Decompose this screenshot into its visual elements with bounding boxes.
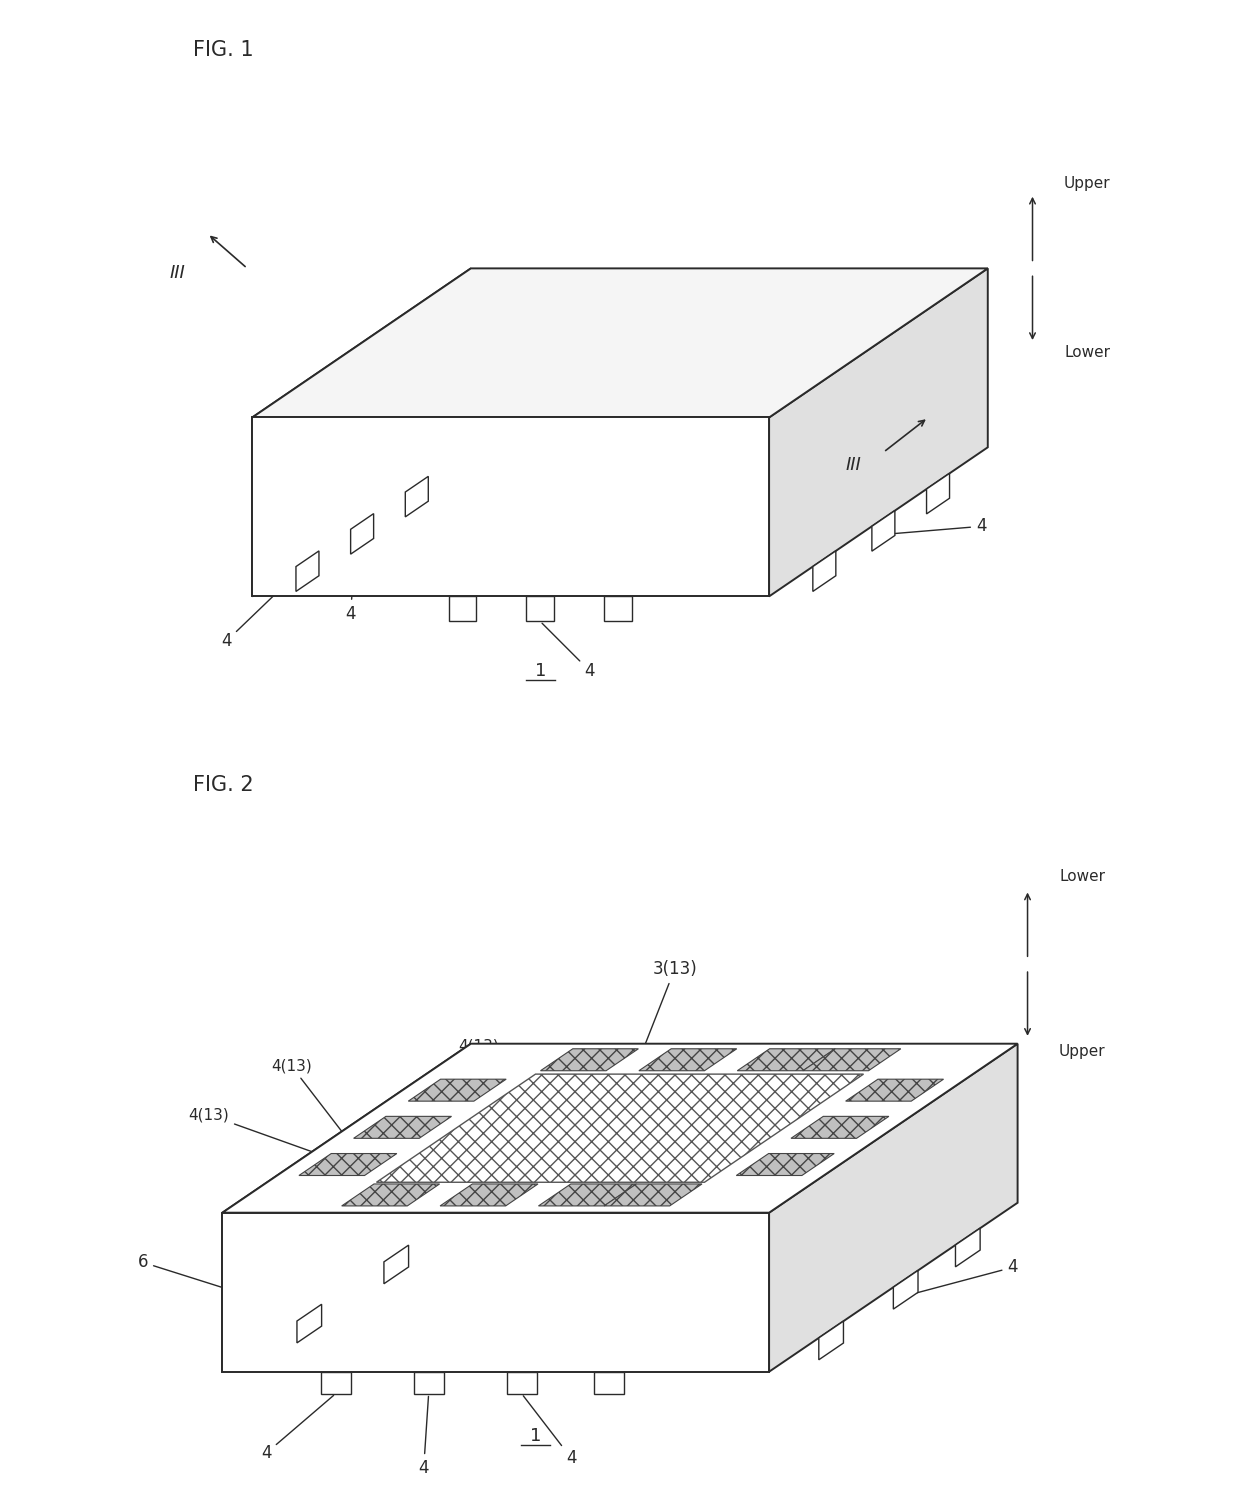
- Text: 6: 6: [138, 1254, 234, 1291]
- Polygon shape: [440, 1184, 538, 1206]
- Text: Upper: Upper: [1064, 176, 1111, 191]
- Polygon shape: [769, 268, 988, 596]
- Polygon shape: [769, 1044, 1018, 1372]
- Text: 4: 4: [418, 1397, 429, 1478]
- Text: III: III: [170, 264, 186, 282]
- Polygon shape: [351, 513, 373, 555]
- Text: Upper: Upper: [1059, 1044, 1106, 1059]
- Text: 4: 4: [260, 1396, 334, 1463]
- Polygon shape: [449, 596, 476, 622]
- Polygon shape: [353, 1117, 451, 1138]
- Polygon shape: [414, 1372, 444, 1394]
- Text: 4: 4: [523, 1396, 577, 1467]
- Text: FIG. 2: FIG. 2: [192, 775, 253, 795]
- Polygon shape: [791, 1117, 889, 1138]
- Text: 4: 4: [346, 544, 356, 623]
- Polygon shape: [377, 1074, 863, 1182]
- Polygon shape: [846, 1079, 944, 1102]
- Polygon shape: [802, 1048, 900, 1071]
- Polygon shape: [342, 1184, 440, 1206]
- Polygon shape: [408, 1079, 506, 1102]
- Text: 4(13): 4(13): [589, 1059, 687, 1193]
- Polygon shape: [252, 417, 769, 596]
- Text: 4: 4: [894, 517, 987, 535]
- Polygon shape: [926, 473, 950, 514]
- Polygon shape: [604, 596, 631, 622]
- Polygon shape: [738, 1048, 836, 1071]
- Polygon shape: [956, 1229, 980, 1267]
- Text: 4(13): 4(13): [188, 1108, 345, 1163]
- Polygon shape: [299, 1154, 397, 1175]
- Text: Lower: Lower: [1059, 869, 1105, 884]
- Polygon shape: [893, 1270, 918, 1309]
- Polygon shape: [384, 1245, 409, 1284]
- Polygon shape: [526, 596, 554, 622]
- Polygon shape: [252, 268, 471, 596]
- Text: 1: 1: [529, 1427, 541, 1445]
- Polygon shape: [405, 476, 428, 517]
- Text: 4: 4: [916, 1258, 1018, 1293]
- Polygon shape: [321, 1372, 351, 1394]
- Text: FIG. 1: FIG. 1: [192, 40, 253, 60]
- Polygon shape: [639, 1048, 737, 1071]
- Polygon shape: [813, 550, 836, 592]
- Polygon shape: [507, 1372, 537, 1394]
- Polygon shape: [604, 1184, 702, 1206]
- Text: 6: 6: [588, 274, 603, 355]
- Polygon shape: [818, 1321, 843, 1360]
- Polygon shape: [872, 510, 895, 552]
- Polygon shape: [222, 1212, 769, 1372]
- Text: 4(13): 4(13): [270, 1059, 389, 1193]
- Text: 4: 4: [221, 581, 289, 650]
- Text: 4(13): 4(13): [655, 1088, 792, 1193]
- Polygon shape: [737, 1154, 835, 1175]
- Polygon shape: [594, 1372, 624, 1394]
- Text: 4(13): 4(13): [459, 1038, 500, 1193]
- Polygon shape: [541, 1048, 639, 1071]
- Text: III: III: [846, 456, 862, 474]
- Text: 4: 4: [542, 623, 595, 680]
- Text: 1: 1: [534, 662, 546, 680]
- Text: Lower: Lower: [1064, 346, 1110, 361]
- Polygon shape: [296, 550, 319, 592]
- Polygon shape: [296, 1305, 321, 1343]
- Polygon shape: [538, 1184, 636, 1206]
- Polygon shape: [222, 1044, 1018, 1212]
- Text: 3(13): 3(13): [621, 960, 697, 1106]
- Polygon shape: [252, 268, 988, 417]
- Polygon shape: [222, 1044, 471, 1372]
